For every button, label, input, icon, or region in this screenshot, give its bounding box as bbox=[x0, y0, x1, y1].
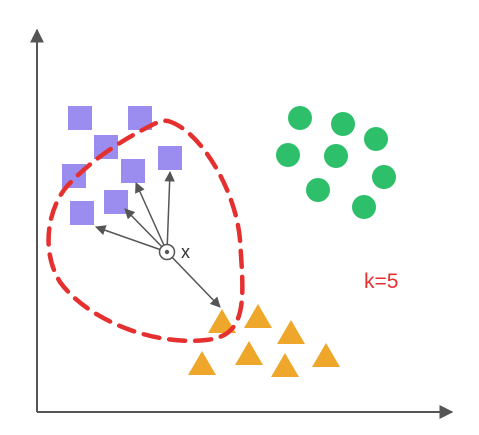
square-point bbox=[104, 190, 128, 214]
circle-point bbox=[288, 106, 312, 130]
square-point bbox=[94, 135, 118, 159]
triangle-point bbox=[312, 343, 340, 367]
neighbor-arrow bbox=[166, 251, 221, 308]
triangle-class-group bbox=[188, 304, 340, 377]
neighbor-arrow bbox=[135, 182, 168, 253]
query-point bbox=[158, 243, 176, 261]
circle-point bbox=[352, 195, 376, 219]
triangle-point bbox=[271, 353, 299, 377]
triangle-point bbox=[235, 341, 263, 365]
neighborhood-boundary bbox=[46, 118, 245, 344]
circle-point bbox=[331, 112, 355, 136]
triangle-point bbox=[277, 320, 305, 344]
square-point bbox=[62, 164, 86, 188]
circle-point bbox=[276, 143, 300, 167]
circle-point bbox=[364, 127, 388, 151]
query-point-label: x bbox=[181, 242, 190, 262]
square-point bbox=[70, 201, 94, 225]
neighbor-arrow bbox=[124, 208, 168, 253]
circle-point bbox=[372, 165, 396, 189]
triangle-point bbox=[188, 351, 216, 375]
circle-class-group bbox=[276, 106, 396, 219]
square-point bbox=[68, 106, 92, 130]
k-value-label: k=5 bbox=[364, 270, 398, 293]
square-class-group bbox=[62, 106, 182, 225]
circle-point bbox=[324, 144, 348, 168]
neighbor-arrows bbox=[95, 170, 221, 308]
query-point-center bbox=[164, 249, 170, 255]
circle-point bbox=[306, 178, 330, 202]
triangle-point bbox=[208, 309, 236, 333]
triangle-point bbox=[244, 304, 272, 328]
square-point bbox=[158, 146, 182, 170]
square-point bbox=[121, 159, 145, 183]
neighbor-arrow bbox=[164, 170, 175, 253]
neighbor-arrow bbox=[95, 225, 168, 253]
